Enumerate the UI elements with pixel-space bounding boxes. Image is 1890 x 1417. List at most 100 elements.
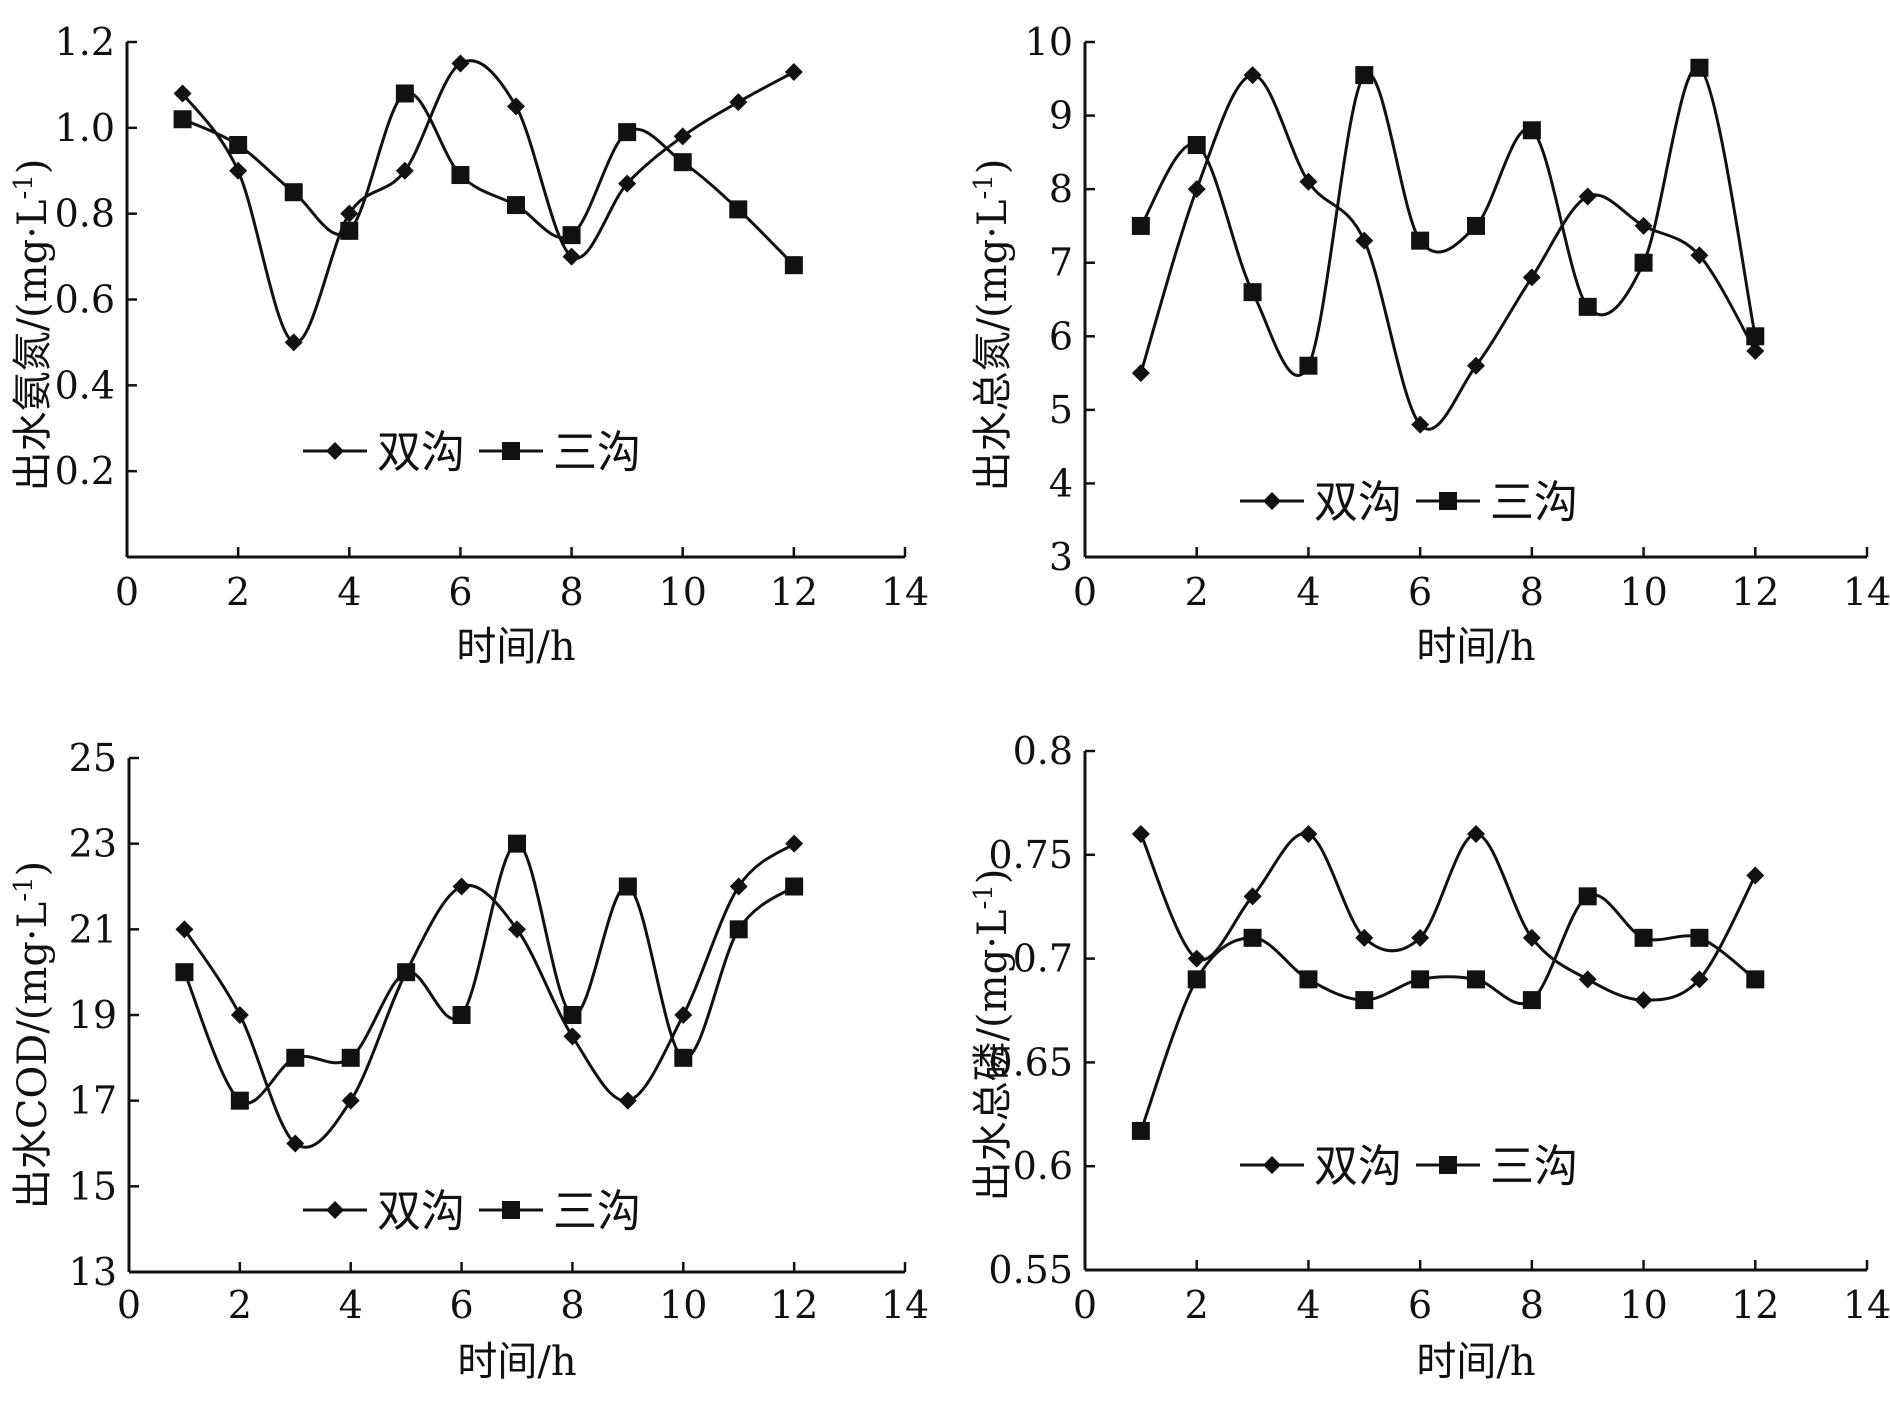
x-tick-label: 12 bbox=[770, 1283, 818, 1327]
y-tick-label: 0.2 bbox=[55, 449, 115, 493]
data-point bbox=[785, 877, 804, 896]
y-tick-label: 0.6 bbox=[55, 278, 115, 322]
x-tick-label: 14 bbox=[881, 1283, 929, 1327]
data-point bbox=[229, 161, 248, 180]
x-axis-title: 时间/h bbox=[1416, 624, 1535, 670]
y-tick-label: 1.0 bbox=[55, 106, 115, 150]
legend-label: 三沟 bbox=[1490, 477, 1578, 528]
x-tick-label: 4 bbox=[1296, 1283, 1320, 1327]
data-point bbox=[395, 161, 414, 180]
y-axis-title: 出水COD/(mg·L-1) bbox=[9, 861, 56, 1209]
legend-marker bbox=[1439, 492, 1457, 510]
data-point bbox=[1634, 928, 1653, 947]
data-point bbox=[618, 123, 637, 142]
data-point bbox=[1411, 231, 1430, 250]
legend-marker bbox=[502, 1201, 520, 1219]
series-line bbox=[1139, 832, 1757, 1002]
data-point bbox=[1131, 1121, 1150, 1140]
data-point bbox=[229, 136, 248, 154]
data-point bbox=[562, 226, 581, 245]
legend-label: 双沟 bbox=[1314, 1141, 1402, 1192]
data-point bbox=[1243, 928, 1262, 947]
series-sangou bbox=[1131, 58, 1765, 377]
data-point bbox=[1690, 928, 1709, 947]
series-line bbox=[1139, 73, 1757, 431]
x-tick-label: 12 bbox=[1731, 570, 1779, 614]
chart-panel-3: 0 2 4 6 8 10 12 14 13 15 17 19 21 23 25 时间/h 出水COD/(mg·L… bbox=[9, 736, 929, 1385]
data-point bbox=[175, 920, 194, 939]
y-tick-label: 0.8 bbox=[55, 192, 115, 236]
legend-label: 三沟 bbox=[1490, 1141, 1578, 1192]
y-tick-label: 6 bbox=[1049, 314, 1073, 358]
x-tick-label: 2 bbox=[1185, 1283, 1209, 1327]
data-point bbox=[1467, 825, 1485, 844]
data-point bbox=[1522, 991, 1541, 1010]
data-point bbox=[1746, 970, 1765, 989]
data-point bbox=[784, 256, 803, 275]
y-tick-label: 0.8 bbox=[1013, 729, 1073, 773]
data-point bbox=[1690, 246, 1709, 265]
data-point bbox=[1243, 887, 1262, 906]
x-tick-label: 0 bbox=[1073, 570, 1097, 614]
legend: 双沟 三沟 bbox=[1240, 1141, 1578, 1192]
y-tick-label: 4 bbox=[1049, 461, 1073, 505]
series-sangou bbox=[173, 84, 803, 275]
legend-marker bbox=[502, 442, 520, 460]
data-point bbox=[1131, 216, 1150, 235]
x-tick-label: 4 bbox=[1296, 570, 1320, 614]
data-point bbox=[175, 963, 194, 982]
data-point bbox=[673, 127, 692, 146]
data-point bbox=[1634, 253, 1653, 272]
y-tick-label: 21 bbox=[69, 907, 117, 951]
x-tick-label: 8 bbox=[1520, 1283, 1544, 1327]
y-tick-label: 0.7 bbox=[1013, 937, 1073, 981]
x-tick-label: 2 bbox=[1185, 570, 1209, 614]
data-point bbox=[1411, 415, 1430, 434]
data-point bbox=[729, 200, 748, 219]
x-tick-label: 4 bbox=[339, 1283, 363, 1327]
data-point bbox=[1187, 970, 1206, 989]
data-point bbox=[1299, 172, 1318, 191]
data-point bbox=[1299, 356, 1318, 375]
data-point bbox=[230, 1006, 249, 1024]
data-point bbox=[286, 1134, 305, 1153]
data-point bbox=[674, 1006, 693, 1024]
y-tick-label: 25 bbox=[69, 736, 117, 780]
data-point bbox=[1355, 231, 1374, 250]
data-point bbox=[674, 1048, 693, 1067]
chart-panel-4: 0 2 4 6 8 10 12 14 0.55 0.6 0.65 0.7 0.75 0.8 时间/h 出水总磷… bbox=[969, 729, 1890, 1385]
x-tick-label: 0 bbox=[117, 1283, 141, 1327]
x-tick-label: 10 bbox=[1619, 1283, 1667, 1327]
legend: 双沟 三沟 bbox=[303, 1186, 641, 1237]
x-axis-title: 时间/h bbox=[1416, 1339, 1535, 1385]
data-point bbox=[1355, 991, 1374, 1010]
y-tick-label: 19 bbox=[69, 993, 117, 1037]
data-point bbox=[1187, 949, 1206, 968]
data-point bbox=[1299, 825, 1318, 844]
data-point bbox=[230, 1091, 249, 1110]
x-tick-label: 14 bbox=[1843, 1283, 1890, 1327]
x-tick-label: 10 bbox=[1619, 570, 1667, 614]
data-point bbox=[785, 834, 804, 853]
data-point bbox=[1131, 825, 1150, 844]
data-point bbox=[173, 110, 192, 129]
data-point bbox=[1299, 970, 1318, 989]
y-tick-label: 0.55 bbox=[988, 1248, 1073, 1292]
legend-marker bbox=[1439, 1156, 1457, 1174]
x-tick-label: 8 bbox=[560, 1283, 584, 1327]
x-tick-label: 2 bbox=[226, 570, 250, 614]
x-tick-label: 0 bbox=[115, 570, 139, 614]
data-point bbox=[1467, 970, 1485, 989]
legend: 双沟 三沟 bbox=[1240, 477, 1578, 528]
series-line bbox=[181, 59, 795, 344]
series-shuanggou bbox=[1131, 66, 1765, 434]
data-point bbox=[508, 920, 526, 939]
data-point bbox=[1243, 283, 1262, 302]
x-tick-label: 8 bbox=[1520, 570, 1544, 614]
x-tick-label: 2 bbox=[228, 1283, 252, 1327]
data-point bbox=[1578, 187, 1597, 206]
legend-marker bbox=[1263, 492, 1281, 510]
y-tick-label: 0.65 bbox=[988, 1040, 1073, 1084]
legend-label: 双沟 bbox=[1314, 477, 1402, 528]
